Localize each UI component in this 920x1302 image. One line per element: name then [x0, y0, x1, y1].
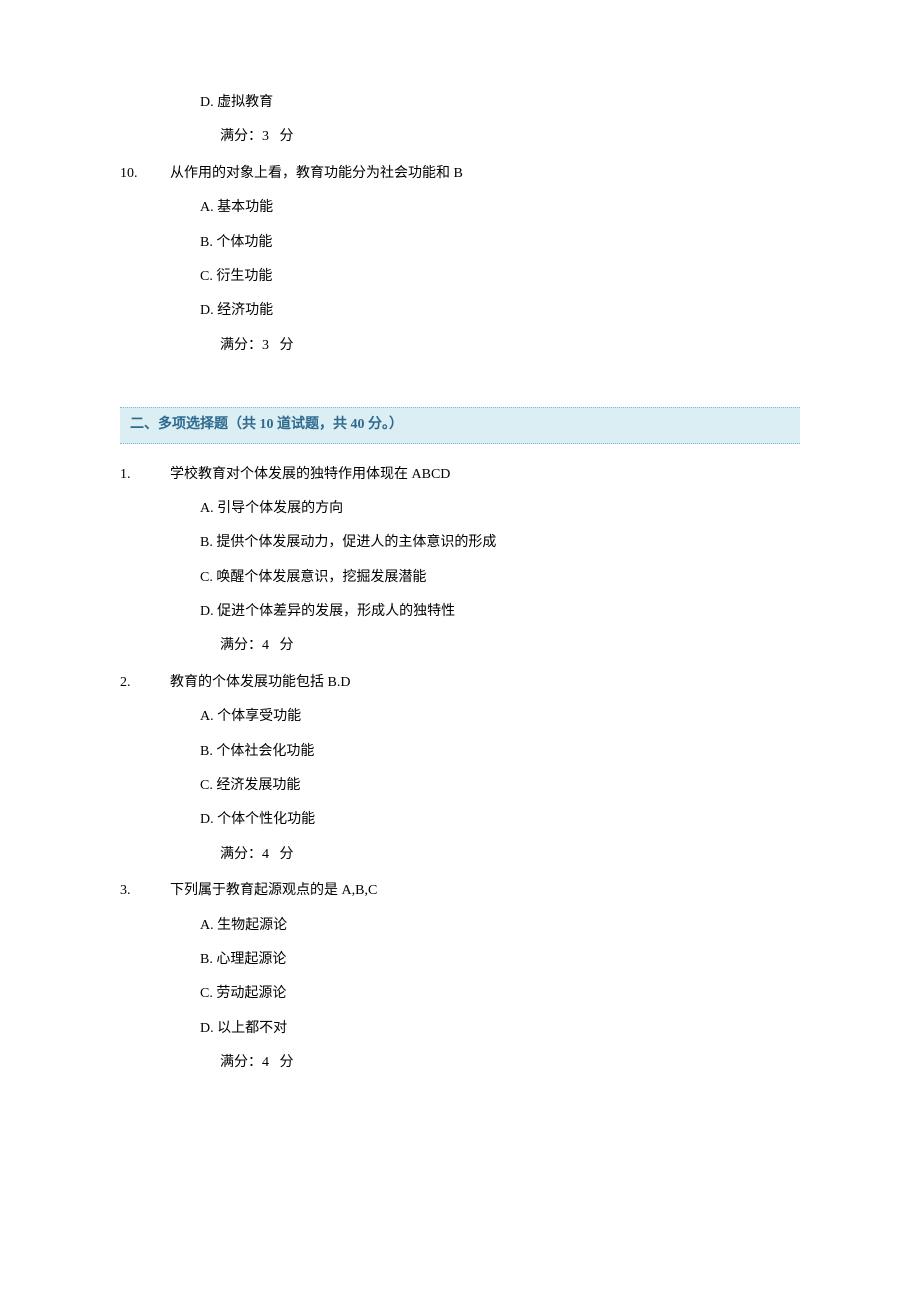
option: B. 个体功能	[200, 232, 800, 254]
option-text: 生物起源论	[217, 918, 287, 933]
option-letter: D.	[200, 812, 214, 827]
question-text: 教育的个体发展功能包括 B.D	[170, 672, 800, 694]
question-number: 3.	[120, 880, 170, 902]
option: C. 唤醒个体发展意识，挖掘发展潜能	[200, 567, 800, 589]
option-text: 个体社会化功能	[216, 744, 314, 759]
option-letter: C.	[200, 778, 213, 793]
option: B. 心理起源论	[200, 949, 800, 971]
option: D. 促进个体差异的发展，形成人的独特性	[200, 601, 800, 623]
option: D. 经济功能	[200, 300, 800, 322]
question-text: 下列属于教育起源观点的是 A,B,C	[170, 880, 800, 902]
question-10: 10. 从作用的对象上看，教育功能分为社会功能和 B	[120, 163, 800, 185]
option-letter: D.	[200, 604, 214, 619]
option-letter: B.	[200, 952, 213, 967]
option-text: 促进个体差异的发展，形成人的独特性	[217, 604, 455, 619]
question-m2: 2. 教育的个体发展功能包括 B.D	[120, 672, 800, 694]
option-text: 以上都不对	[217, 1021, 287, 1036]
option-text: 心理起源论	[216, 952, 286, 967]
score-label: 满分：4	[220, 638, 269, 653]
score-label: 满分：3	[220, 338, 269, 353]
option-letter: B.	[200, 535, 213, 550]
option-text: 个体个性化功能	[217, 812, 315, 827]
option: B. 提供个体发展动力，促进人的主体意识的形成	[200, 532, 800, 554]
option-letter: C.	[200, 986, 213, 1001]
option: C. 衍生功能	[200, 266, 800, 288]
option-letter: B.	[200, 744, 213, 759]
option-text: 提供个体发展动力，促进人的主体意识的形成	[216, 535, 496, 550]
option: B. 个体社会化功能	[200, 741, 800, 763]
option: D. 以上都不对	[200, 1018, 800, 1040]
option-letter: D.	[200, 303, 214, 318]
option-text: 劳动起源论	[216, 986, 286, 1001]
option-letter: A.	[200, 501, 214, 516]
option-text: 虚拟教育	[217, 95, 273, 110]
score-line: 满分：4 分	[220, 844, 800, 866]
option-letter: A.	[200, 709, 214, 724]
option-letter: A.	[200, 200, 214, 215]
section-title: 二、多项选择题（共 10 道试题，共 40 分。）	[130, 417, 403, 432]
score-suffix: 分	[280, 1055, 294, 1070]
option-letter: A.	[200, 918, 214, 933]
score-line: 满分：4 分	[220, 1052, 800, 1074]
option: A. 引导个体发展的方向	[200, 498, 800, 520]
question-number: 2.	[120, 672, 170, 694]
question-number: 1.	[120, 464, 170, 486]
option-text: 个体功能	[216, 235, 272, 250]
option: D. 个体个性化功能	[200, 809, 800, 831]
score-label: 满分：3	[220, 129, 269, 144]
option: D. 虚拟教育	[200, 92, 800, 114]
option-text: 个体享受功能	[217, 709, 301, 724]
option-text: 引导个体发展的方向	[217, 501, 343, 516]
option-letter: D.	[200, 1021, 214, 1036]
question-m3: 3. 下列属于教育起源观点的是 A,B,C	[120, 880, 800, 902]
option-text: 衍生功能	[216, 269, 272, 284]
question-number: 10.	[120, 163, 170, 185]
score-suffix: 分	[280, 338, 294, 353]
score-suffix: 分	[280, 638, 294, 653]
option-text: 经济发展功能	[216, 778, 300, 793]
score-label: 满分：4	[220, 847, 269, 862]
score-label: 满分：4	[220, 1055, 269, 1070]
question-text: 学校教育对个体发展的独特作用体现在 ABCD	[170, 464, 800, 486]
option: A. 基本功能	[200, 197, 800, 219]
score-line: 满分：4 分	[220, 635, 800, 657]
option-letter: C.	[200, 570, 213, 585]
question-m1: 1. 学校教育对个体发展的独特作用体现在 ABCD	[120, 464, 800, 486]
option: C. 劳动起源论	[200, 983, 800, 1005]
option-letter: D.	[200, 95, 214, 110]
score-suffix: 分	[280, 129, 294, 144]
score-suffix: 分	[280, 847, 294, 862]
option-letter: C.	[200, 269, 213, 284]
score-line: 满分：3 分	[220, 126, 800, 148]
question-text: 从作用的对象上看，教育功能分为社会功能和 B	[170, 163, 800, 185]
option: C. 经济发展功能	[200, 775, 800, 797]
option: A. 生物起源论	[200, 915, 800, 937]
option-text: 唤醒个体发展意识，挖掘发展潜能	[216, 570, 426, 585]
option-letter: B.	[200, 235, 213, 250]
option: A. 个体享受功能	[200, 706, 800, 728]
score-line: 满分：3 分	[220, 335, 800, 357]
section-header: 二、多项选择题（共 10 道试题，共 40 分。）	[120, 407, 800, 443]
option-text: 基本功能	[217, 200, 273, 215]
option-text: 经济功能	[217, 303, 273, 318]
